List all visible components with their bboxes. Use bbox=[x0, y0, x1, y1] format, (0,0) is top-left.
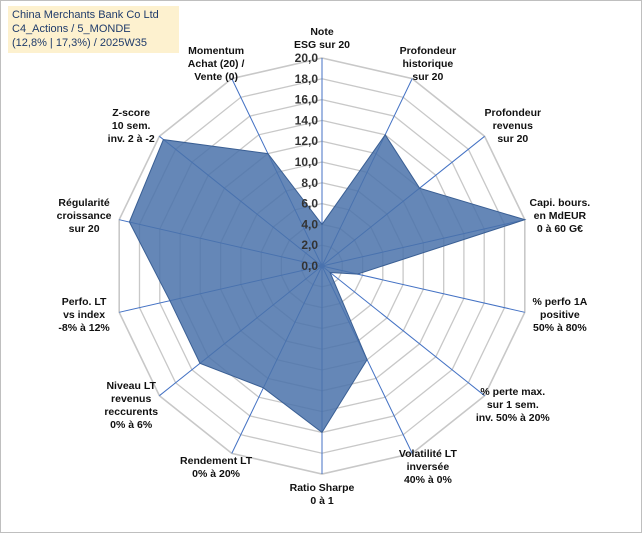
axis-label: Note ESG sur 20 bbox=[294, 26, 350, 52]
title-category: C4_Actions / 5_MONDE bbox=[12, 23, 131, 35]
axis-label-line: % perte max. bbox=[480, 386, 546, 399]
axis-label-line: % perfo 1A bbox=[532, 296, 588, 309]
axis-label-line: 0% à 6% bbox=[110, 418, 153, 431]
axis-label-line: 10 sem. bbox=[111, 119, 151, 132]
axis-label-line: 0 à 1 bbox=[310, 495, 334, 507]
axis-label-line: Achat (20) / bbox=[187, 57, 245, 70]
axis-spoke bbox=[321, 265, 485, 397]
axis-label: % perte max. sur 1 sem. inv. 50% à 20% bbox=[476, 386, 550, 425]
axis-label-line: Ratio Sharpe bbox=[289, 482, 355, 494]
axis-label-line: Perfo. LT bbox=[61, 296, 107, 309]
tick-label: 10,0 bbox=[295, 155, 319, 169]
axis-label-line: en MdEUR bbox=[533, 209, 587, 222]
axis-label-line: revenus bbox=[492, 119, 533, 132]
axis-label-line: ESG sur 20 bbox=[293, 39, 351, 51]
tick-label: 4,0 bbox=[301, 217, 318, 231]
tick-label: 8,0 bbox=[301, 176, 318, 190]
axis-label: Profondeur historique sur 20 bbox=[400, 45, 457, 84]
axis-label-line: inversée bbox=[406, 461, 450, 474]
axis-label-line: 0 à 60 G€ bbox=[536, 222, 583, 235]
axis-label: Régularité croissance sur 20 bbox=[57, 197, 112, 236]
axis-label-line: Régularité bbox=[58, 196, 110, 209]
axis-label-line: Momentum bbox=[188, 44, 245, 57]
tick-label: 2,0 bbox=[301, 238, 318, 252]
axis-label: % perfo 1A positive 50% à 80% bbox=[532, 296, 587, 335]
axis-label-line: croissance bbox=[56, 209, 112, 222]
axis-label-line: Niveau LT bbox=[106, 379, 156, 392]
tick-label: 6,0 bbox=[301, 197, 318, 211]
axis-label-line: Profondeur bbox=[399, 44, 457, 57]
axis-label: Niveau LT revenus reccurents 0% à 6% bbox=[104, 380, 158, 432]
axis-label-line: 40% à 0% bbox=[403, 474, 452, 487]
axis-label-line: reccurents bbox=[104, 405, 159, 418]
axis-label-line: sur 20 bbox=[412, 70, 444, 83]
axis-label: Z-score 10 sem. inv. 2 à -2 bbox=[108, 107, 155, 146]
axis-label-line: sur 1 sem. bbox=[486, 399, 539, 412]
axis-label-line: sur 20 bbox=[68, 222, 100, 235]
axis-label-line: revenus bbox=[111, 392, 152, 405]
axis-label: Momentum Achat (20) / Vente (0) bbox=[188, 45, 245, 84]
axis-label-line: Z-score bbox=[112, 106, 151, 119]
tick-label: 0,0 bbox=[301, 259, 318, 273]
axis-label-line: Rendement LT bbox=[180, 454, 253, 467]
axis-label-line: Capi. bours. bbox=[529, 196, 591, 209]
tick-label: 12,0 bbox=[295, 134, 319, 148]
axis-label-line: vs index bbox=[63, 309, 106, 322]
axis-label: Perfo. LT vs index -8% à 12% bbox=[58, 296, 109, 335]
axis-label-line: positive bbox=[540, 309, 580, 322]
axis-label-line: Profondeur bbox=[484, 106, 542, 119]
tick-label: 14,0 bbox=[295, 113, 319, 127]
axis-label: Volatilité LT inversée 40% à 0% bbox=[399, 448, 457, 487]
axis-label: Profondeur revenus sur 20 bbox=[485, 107, 542, 146]
tick-label: 20,0 bbox=[295, 51, 319, 65]
axis-label-line: sur 20 bbox=[497, 132, 529, 145]
axis-label-line: Note bbox=[310, 26, 334, 38]
axis-label-line: Vente (0) bbox=[194, 70, 238, 83]
axis-label-line: 50% à 80% bbox=[533, 322, 587, 335]
axis-label-line: 0% à 20% bbox=[192, 467, 241, 480]
tick-label: 16,0 bbox=[295, 93, 319, 107]
title-stats: (12,8% | 17,3%) / 2025W35 bbox=[12, 37, 147, 49]
axis-label: Ratio Sharpe 0 à 1 bbox=[290, 482, 355, 508]
chart-title-box: China Merchants Bank Co Ltd C4_Actions /… bbox=[8, 6, 179, 53]
title-company: China Merchants Bank Co Ltd bbox=[12, 9, 159, 21]
axis-label-line: -8% à 12% bbox=[58, 322, 110, 335]
axis-label-line: historique bbox=[402, 57, 454, 70]
axis-label: Capi. bours. en MdEUR 0 à 60 G€ bbox=[530, 197, 591, 236]
axis-label: Rendement LT 0% à 20% bbox=[180, 455, 252, 481]
data-series-area bbox=[128, 133, 527, 434]
axis-label-line: Volatilité LT bbox=[398, 448, 457, 461]
tick-label: 18,0 bbox=[295, 72, 319, 86]
axis-label-line: inv. 50% à 20% bbox=[475, 412, 550, 425]
axis-label-line: inv. 2 à -2 bbox=[107, 132, 155, 145]
